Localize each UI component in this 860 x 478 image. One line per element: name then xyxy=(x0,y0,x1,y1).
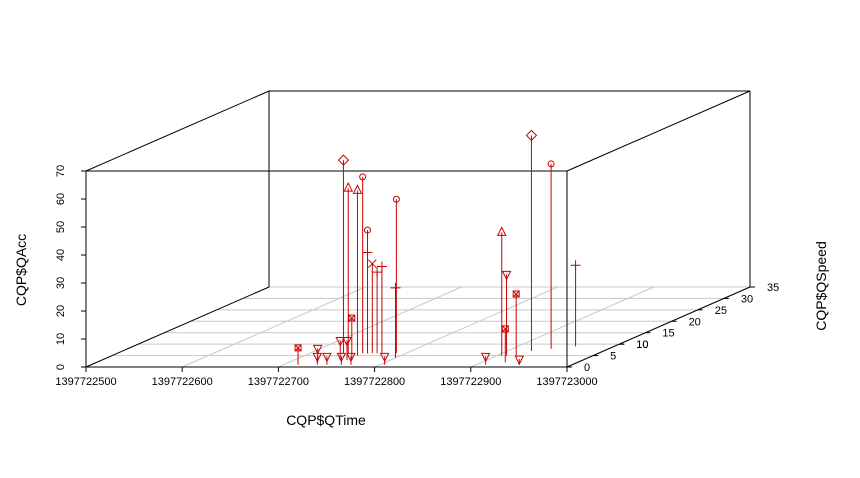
point-triangle-down xyxy=(342,337,352,347)
point-triangle-down xyxy=(322,352,332,363)
point-circle xyxy=(392,195,400,203)
y-tick-label: 35 xyxy=(767,282,779,294)
floor-grid-line-x xyxy=(278,286,462,368)
z-tick-label: 50 xyxy=(55,221,67,233)
point-x xyxy=(367,259,377,269)
z-tick-label: 40 xyxy=(55,249,67,261)
y-extra-tick-label: 10 xyxy=(636,339,648,351)
x-tick-label: 1397723000 xyxy=(536,376,597,388)
point-box-x xyxy=(512,290,520,298)
point-box-x xyxy=(501,325,509,333)
point-triangle-down xyxy=(336,352,347,363)
axes: 1397722500 1397722600 1397722700 1397722800… xyxy=(55,165,779,388)
point-triangle-down xyxy=(346,352,356,363)
point-circle xyxy=(547,160,555,168)
point-diamond xyxy=(525,129,538,142)
box-edge xyxy=(85,286,270,368)
z-tick-label: 0 xyxy=(55,364,67,370)
x-tick-label: 1397722500 xyxy=(55,376,116,388)
point-triangle-up xyxy=(352,184,363,194)
x-tick-label: 1397722800 xyxy=(344,376,405,388)
x-axis-title: CQP$QTime xyxy=(286,412,366,428)
y-tick-label: 0 xyxy=(584,362,590,374)
y-tick-label: 10 xyxy=(636,339,648,351)
z-tick-label: 70 xyxy=(55,165,67,177)
point-box-x xyxy=(294,344,302,352)
point-triangle-up xyxy=(343,181,354,192)
box-edge xyxy=(566,90,751,172)
floor-grid xyxy=(85,286,751,368)
x-tick-label: 1397722700 xyxy=(248,376,309,388)
point-box-x xyxy=(348,314,356,322)
point-plus xyxy=(570,260,581,271)
x-tick-label: 1397722600 xyxy=(152,376,213,388)
data-points xyxy=(294,129,581,366)
z-tick-label: 30 xyxy=(55,277,67,289)
z-tick-label: 20 xyxy=(55,305,67,317)
point-triangle-down xyxy=(514,355,525,366)
z-tick-label: 10 xyxy=(55,333,67,345)
point-triangle-up xyxy=(496,226,507,236)
y-tick-label: 20 xyxy=(689,316,701,328)
z-axis-title: CQP$QAcc xyxy=(13,234,29,306)
y-tick-label: 25 xyxy=(715,305,727,317)
z-tick-label: 60 xyxy=(55,193,67,205)
point-diamond xyxy=(337,154,350,166)
y-axis-title: CQP$QSpeed xyxy=(813,241,829,331)
point-circle xyxy=(363,226,371,234)
point-circle xyxy=(359,173,367,181)
point-triangle-down xyxy=(379,352,390,363)
box-edge xyxy=(566,286,751,368)
point-triangle-down xyxy=(335,337,346,347)
point-plus xyxy=(372,267,383,278)
y-tick-label: 30 xyxy=(741,293,753,305)
point-triangle-down xyxy=(312,352,323,363)
floor-grid-line-x xyxy=(470,286,655,368)
point-triangle-down xyxy=(501,270,512,281)
point-plus xyxy=(362,247,373,258)
point-plus xyxy=(390,282,401,293)
x-tick-label: 1397722900 xyxy=(440,376,501,388)
floor-grid-line-x xyxy=(181,286,366,368)
point-triangle-down xyxy=(312,344,323,355)
y-tick-label: 15 xyxy=(662,328,674,340)
y-tick-label: 5 xyxy=(610,351,616,363)
point-triangle-down xyxy=(480,352,491,363)
plot-box xyxy=(85,90,751,368)
box-edge xyxy=(85,90,270,172)
floor-grid-line-x xyxy=(374,286,558,368)
point-plus xyxy=(376,261,387,272)
